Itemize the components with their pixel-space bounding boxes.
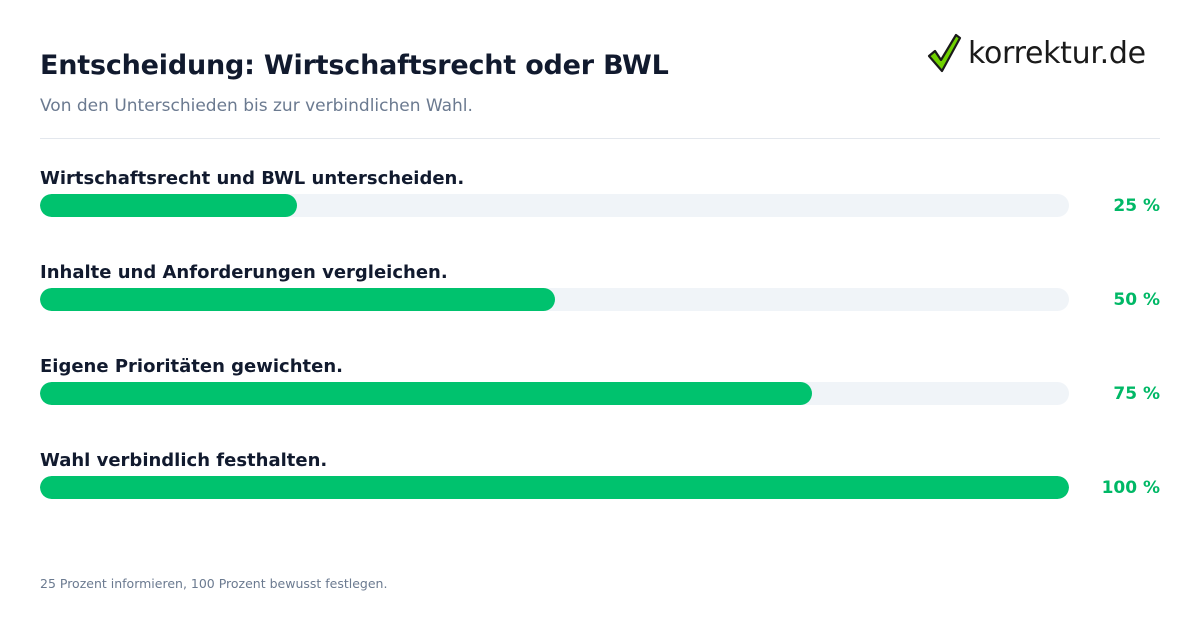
header-divider	[40, 138, 1160, 139]
bar-track	[40, 194, 1069, 217]
bar-label: Eigene Prioritäten gewichten.	[40, 356, 343, 377]
bar-track	[40, 476, 1069, 499]
brand-name: korrektur.de	[968, 35, 1146, 71]
bar-value-label: 100 %	[1101, 478, 1160, 498]
bar	[40, 476, 1069, 499]
bar-track	[40, 382, 1069, 405]
bar	[40, 288, 555, 311]
bar-row: Eigene Prioritäten gewichten. 75 %	[40, 356, 1160, 416]
bar-row: Inhalte und Anforderungen vergleichen. 50…	[40, 262, 1160, 322]
brand-logo[interactable]: korrektur.de	[926, 30, 1146, 76]
bar-row: Wahl verbindlich festhalten. 100 %	[40, 450, 1160, 510]
page-title: Entscheidung: Wirtschaftsrecht oder BWL	[40, 50, 669, 81]
bar-value-label: 25 %	[1113, 196, 1160, 216]
bar-track	[40, 288, 1069, 311]
checkmark-icon	[927, 33, 962, 73]
bar-label: Wirtschaftsrecht und BWL unterscheiden.	[40, 168, 465, 189]
bar-value-label: 75 %	[1113, 384, 1160, 404]
bar	[40, 194, 298, 217]
bar	[40, 382, 812, 405]
bar-row: Wirtschaftsrecht und BWL unterscheiden. 2…	[40, 168, 1160, 228]
page-subtitle: Von den Unterschieden bis zur verbindlic…	[40, 96, 473, 116]
bar-value-label: 50 %	[1113, 290, 1160, 310]
bar-label: Inhalte und Anforderungen vergleichen.	[40, 262, 448, 283]
footnote: 25 Prozent informieren, 100 Prozent bewu…	[40, 576, 388, 591]
bar-label: Wahl verbindlich festhalten.	[40, 450, 328, 471]
